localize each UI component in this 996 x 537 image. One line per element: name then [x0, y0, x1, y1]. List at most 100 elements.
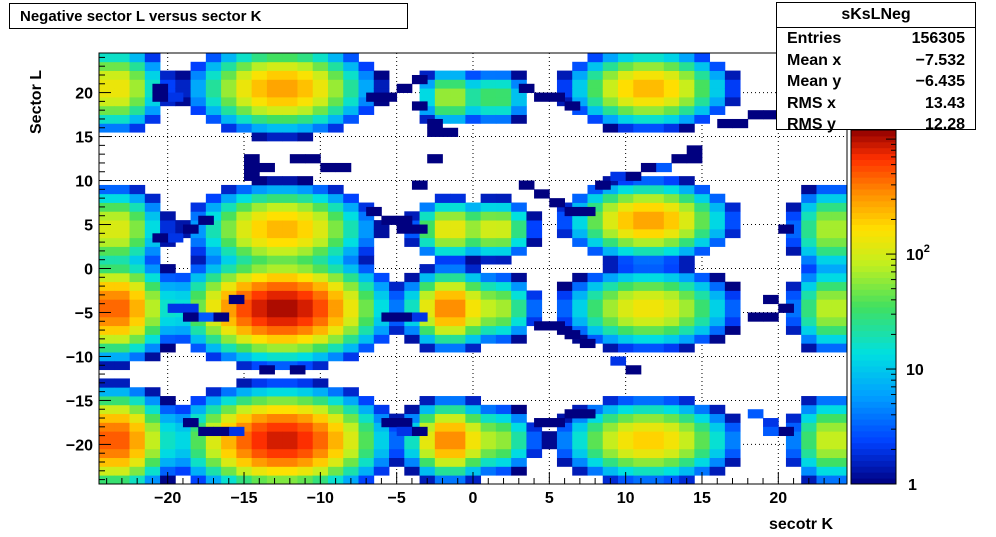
colorbar-segment [851, 354, 896, 361]
heatmap-cell [160, 281, 176, 291]
heatmap-cell [579, 409, 596, 419]
heatmap-cell [694, 237, 711, 247]
heatmap-cell [236, 96, 253, 107]
heatmap-cell [266, 123, 283, 133]
heatmap-cell [465, 281, 482, 291]
heatmap-cell [129, 299, 146, 309]
heatmap-cell [190, 70, 207, 80]
heatmap-cell [358, 431, 375, 441]
heatmap-cell [816, 202, 833, 212]
heatmap-cell [175, 334, 191, 344]
heatmap-cell [144, 396, 161, 406]
heatmap-cell [114, 325, 130, 335]
heatmap-cell [175, 466, 191, 476]
heatmap-cell [549, 418, 565, 428]
heatmap-cell [282, 79, 298, 89]
heatmap-cell [816, 246, 833, 256]
heatmap-cell [266, 184, 283, 195]
heatmap-cell [190, 61, 207, 71]
heatmap-cell [763, 110, 779, 120]
heatmap-cell [648, 96, 665, 107]
heatmap-cell [633, 237, 649, 247]
heatmap-cell [709, 211, 726, 221]
heatmap-cell [282, 316, 298, 327]
heatmap-cell [518, 83, 535, 93]
heatmap-cell [297, 466, 314, 476]
heatmap-cell [663, 422, 680, 432]
heatmap-cell [618, 457, 634, 467]
heatmap-cell [648, 220, 665, 230]
heatmap-cell [343, 61, 359, 71]
heatmap-cell [205, 105, 222, 115]
heatmap-cell [587, 290, 604, 300]
heatmap-cell [724, 220, 741, 230]
heatmap-cell [465, 105, 482, 115]
heatmap-cell [251, 202, 268, 212]
heatmap-cell [221, 448, 237, 459]
heatmap-cell [160, 316, 176, 327]
heatmap-cell [327, 211, 344, 221]
heatmap-cell [182, 303, 199, 313]
heatmap-cell [266, 387, 283, 397]
heatmap-cell [99, 299, 115, 309]
x-tick-label: −15 [230, 490, 257, 507]
heatmap-cell [785, 448, 802, 459]
heatmap-cell [266, 246, 283, 256]
heatmap-cell [709, 88, 726, 98]
heatmap-cell [236, 193, 253, 203]
heatmap-cell [602, 96, 619, 107]
heatmap-cell [343, 53, 359, 63]
heatmap-cell [572, 299, 588, 309]
heatmap-cell [419, 202, 436, 212]
heatmap-cell [656, 162, 672, 173]
heatmap-cell [327, 422, 344, 432]
heatmap-cell [709, 290, 726, 300]
heatmap-cell [679, 272, 695, 283]
heatmap-cell [282, 404, 298, 415]
heatmap-cell [259, 365, 275, 375]
heatmap-cell [763, 426, 779, 437]
colorbar-segment [851, 224, 896, 231]
heatmap-cell [633, 61, 649, 71]
heatmap-cell [236, 343, 253, 353]
heatmap-cell [640, 162, 657, 173]
heatmap-cell [663, 264, 680, 274]
heatmap-cell [381, 92, 398, 102]
heatmap-cell [236, 281, 253, 291]
colorbar-segment [851, 295, 896, 302]
heatmap-cell [358, 396, 375, 406]
heatmap-cell [266, 290, 283, 300]
heatmap-cell [221, 281, 237, 291]
heatmap-cell [144, 431, 161, 441]
heatmap-cell [312, 70, 329, 80]
heatmap-cell [801, 220, 817, 230]
colorbar-segment [851, 236, 896, 243]
heatmap-cell [556, 431, 573, 441]
heatmap-cell [633, 88, 649, 98]
heatmap-cell [144, 352, 161, 362]
heatmap-cell [266, 53, 283, 63]
heatmap-cell [785, 440, 802, 450]
heatmap-cell [236, 448, 253, 459]
heatmap-cell [495, 299, 512, 309]
heatmap-cell [618, 193, 634, 203]
stats-value: 13.43 [924, 94, 965, 112]
heatmap-cell [816, 228, 833, 239]
heatmap-cell [221, 193, 237, 203]
heatmap-cell [282, 281, 298, 291]
heatmap-cell [816, 255, 833, 265]
heatmap-cell [480, 466, 497, 476]
heatmap-cell [816, 316, 833, 327]
heatmap-cell [327, 246, 344, 256]
heatmap-cell [495, 202, 512, 212]
heatmap-cell [114, 440, 130, 450]
heatmap-cell [602, 220, 619, 230]
heatmap-cell [297, 440, 314, 450]
heatmap-cell [801, 343, 817, 353]
stats-label: Mean y [787, 73, 842, 90]
heatmap-cell [312, 343, 329, 353]
heatmap-cell [785, 457, 802, 467]
heatmap-cell [266, 352, 283, 362]
heatmap-cell [99, 431, 115, 441]
heatmap-cell [114, 387, 130, 397]
